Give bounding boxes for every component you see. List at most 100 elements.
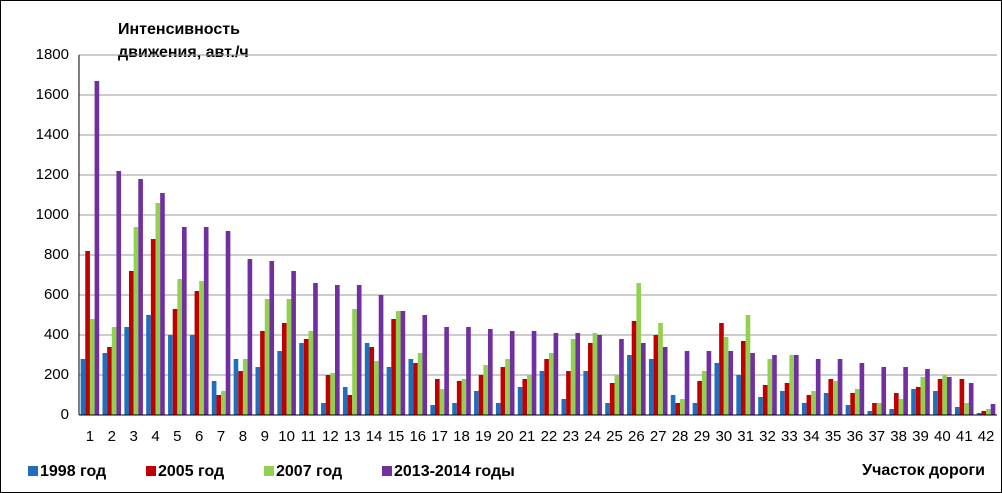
x-tick-label: 27 (650, 428, 667, 445)
x-tick-label: 40 (934, 428, 951, 445)
bar (784, 383, 790, 415)
legend-swatch (264, 466, 274, 476)
bar (505, 359, 510, 415)
bar (522, 379, 528, 415)
bar (417, 353, 423, 415)
bar (321, 403, 326, 415)
bar (111, 327, 117, 415)
bar (811, 391, 816, 415)
x-tick-label: 31 (737, 428, 754, 445)
bar (942, 375, 948, 415)
bar (102, 353, 108, 415)
bar (801, 403, 807, 415)
bar (561, 399, 567, 415)
bar (684, 351, 690, 415)
bar (968, 383, 974, 415)
bar (233, 359, 239, 415)
bar (736, 375, 741, 415)
bar (723, 337, 729, 415)
bar (391, 319, 396, 415)
bar (255, 367, 261, 415)
bar (876, 403, 882, 415)
bar (155, 203, 161, 415)
x-tick-label: 20 (497, 428, 514, 445)
bar (937, 379, 943, 415)
bar (619, 339, 624, 415)
bar (789, 355, 795, 415)
bar (444, 327, 449, 415)
bar (194, 291, 200, 415)
bar (386, 367, 392, 415)
x-tick-label: 41 (956, 428, 973, 445)
bar (692, 403, 698, 415)
x-tick-label: 17 (431, 428, 448, 445)
bar (920, 377, 926, 415)
bar (750, 353, 755, 415)
bar (553, 333, 559, 415)
x-tick-label: 11 (301, 428, 317, 445)
y-tick-label: 400 (44, 326, 69, 343)
bar (854, 389, 860, 415)
bar (478, 375, 484, 415)
legend-swatch (382, 466, 392, 476)
bar (697, 381, 702, 415)
x-tick-label: 29 (694, 428, 711, 445)
bar (648, 359, 654, 415)
bar (780, 391, 785, 415)
bar (670, 395, 676, 415)
bar (758, 397, 763, 415)
x-tick-label: 35 (825, 428, 842, 445)
bar (260, 331, 265, 415)
bar (806, 395, 812, 415)
bar (291, 271, 296, 415)
bar (583, 371, 588, 415)
bar (828, 379, 834, 415)
x-tick-label: 6 (195, 428, 203, 445)
bar (706, 351, 712, 415)
bar (627, 355, 632, 415)
x-tick-label: 15 (388, 428, 405, 445)
legend-label: 2005 год (158, 463, 224, 480)
bar (281, 323, 287, 415)
bar (850, 393, 855, 415)
x-tick-label: 37 (868, 428, 885, 445)
legend-swatch (146, 466, 156, 476)
bar (745, 315, 751, 415)
bar (772, 355, 777, 415)
x-tick-label: 19 (475, 428, 492, 445)
bar (182, 227, 187, 415)
bar (138, 179, 143, 415)
x-tick-label: 12 (322, 428, 339, 445)
bar (434, 379, 440, 415)
bar (352, 309, 357, 415)
bar (303, 339, 309, 415)
bar (395, 311, 401, 415)
bar (680, 399, 685, 415)
bar (277, 351, 282, 415)
bar (762, 385, 768, 415)
x-tick-label: 16 (409, 428, 426, 445)
bar (898, 399, 904, 415)
bar (539, 371, 545, 415)
x-tick-label: 39 (912, 428, 929, 445)
bar (933, 391, 938, 415)
bar (609, 383, 615, 415)
bar (94, 81, 100, 415)
bar (221, 391, 226, 415)
bar (823, 393, 829, 415)
bar (313, 283, 318, 415)
bar (509, 331, 515, 415)
bar (631, 321, 637, 415)
legend-label: 1998 год (40, 463, 106, 480)
bar (488, 329, 493, 415)
y-axis-title: движения, авт./ч (118, 44, 249, 61)
x-tick-label: 22 (541, 428, 558, 445)
bar (815, 359, 821, 415)
bar (959, 379, 965, 415)
bar (500, 367, 506, 415)
x-tick-label: 9 (261, 428, 269, 445)
bar (947, 377, 952, 415)
y-tick-label: 1400 (36, 126, 69, 143)
x-tick-label: 7 (217, 428, 225, 445)
bar (517, 387, 523, 415)
